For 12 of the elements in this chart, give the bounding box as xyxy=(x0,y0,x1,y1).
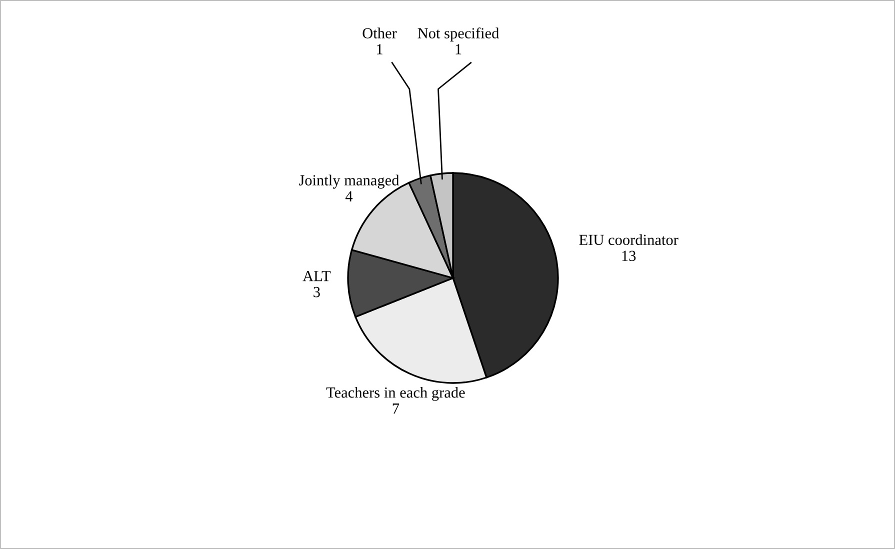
data-label: 1 xyxy=(377,44,382,54)
data-label: 4 xyxy=(345,191,353,202)
data-label: 3 xyxy=(314,286,320,298)
slice-label: Not specified xyxy=(418,28,499,42)
slice-label: ALT xyxy=(302,270,331,282)
slice-label: Other xyxy=(362,28,397,38)
slice-label: EIU coordinator xyxy=(579,234,678,246)
data-label: 13 xyxy=(622,250,636,262)
data-label: 7 xyxy=(392,404,400,414)
slice-label: Jointly managed xyxy=(299,174,400,189)
slice-label: Teachers in each grade xyxy=(326,386,465,401)
data-label: 1 xyxy=(456,44,462,54)
